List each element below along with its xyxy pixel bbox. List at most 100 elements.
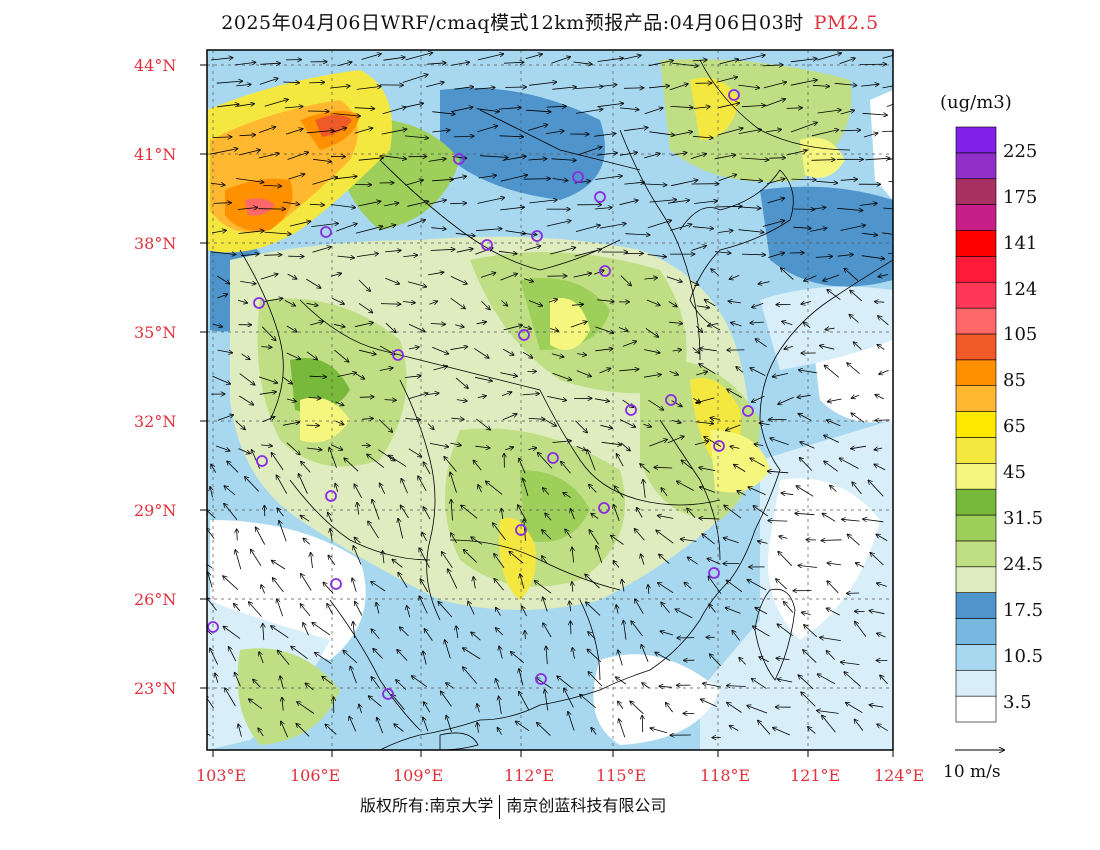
legend-label: 85 xyxy=(1003,370,1026,391)
wind-arrow xyxy=(591,514,599,519)
wind-arrow xyxy=(702,534,715,545)
wind-arrow xyxy=(572,582,573,592)
wind-arrow xyxy=(337,256,355,258)
wind-arrow xyxy=(323,583,334,594)
wind-arrow xyxy=(755,339,767,348)
wind-arrow xyxy=(343,651,358,664)
wind-arrow xyxy=(648,585,649,594)
wind-arrow xyxy=(476,322,487,324)
wind-arrow xyxy=(349,717,357,732)
wind-arrow xyxy=(765,99,786,107)
wind-arrow xyxy=(430,324,445,325)
wind-arrow xyxy=(616,605,618,614)
lat-label: 44°N xyxy=(134,56,177,75)
wind-arrow xyxy=(258,127,275,133)
wind-arrow xyxy=(877,633,886,638)
wind-arrow xyxy=(753,626,770,637)
wind-arrow xyxy=(631,621,643,637)
wind-arrow xyxy=(428,159,446,162)
wind-arrow xyxy=(281,722,288,738)
wind-arrow xyxy=(861,255,885,259)
wind-arrow xyxy=(239,395,253,405)
wind-arrow xyxy=(649,439,667,447)
wind-arrow xyxy=(450,176,466,180)
wind-arrow xyxy=(793,227,811,228)
wind-arrow xyxy=(797,395,811,397)
wind-arrow xyxy=(210,649,218,665)
wind-arrow xyxy=(661,602,670,614)
wind-arrow xyxy=(259,78,278,85)
wind-arrow xyxy=(354,108,375,109)
wind-arrow xyxy=(450,443,461,445)
wind-arrow xyxy=(878,316,889,326)
wind-reference-label: 10 m/s xyxy=(943,762,1001,782)
lat-label: 41°N xyxy=(134,145,177,164)
wind-arrow xyxy=(824,461,838,472)
wind-arrow xyxy=(888,181,893,183)
legend-label: 124 xyxy=(1003,279,1038,300)
wind-arrow xyxy=(305,683,314,691)
wind-arrow xyxy=(282,698,283,711)
wind-arrow xyxy=(684,583,692,589)
wind-arrow xyxy=(732,631,740,641)
wind-arrow xyxy=(502,156,526,161)
wind-arrow xyxy=(499,697,502,715)
wind-arrow xyxy=(392,695,405,710)
colorbar-segment xyxy=(955,540,997,568)
wind-arrow xyxy=(656,530,674,544)
wind-arrow xyxy=(500,207,524,211)
wind-arrow xyxy=(846,703,863,714)
wind-arrow xyxy=(863,519,884,523)
wind-arrow xyxy=(451,418,464,419)
wind-arrow xyxy=(453,136,474,137)
wind-arrow xyxy=(726,608,741,614)
wind-arrow xyxy=(331,297,344,304)
wind-arrow xyxy=(778,552,793,567)
legend-unit: (ug/m3) xyxy=(940,92,1012,113)
wind-arrow xyxy=(456,626,458,639)
wind-arrow xyxy=(249,602,262,617)
wind-arrow xyxy=(373,649,383,659)
wind-arrow xyxy=(573,62,592,64)
wind-arrow xyxy=(877,724,888,732)
wind-arrow xyxy=(699,468,716,471)
wind-arrow xyxy=(473,461,482,471)
wind-arrow xyxy=(288,174,304,180)
wind-arrow xyxy=(778,679,793,683)
wind-arrow xyxy=(355,226,383,234)
wind-arrow xyxy=(545,420,556,426)
wind-arrow xyxy=(456,400,467,402)
wind-arrow xyxy=(475,446,489,448)
wind-arrow xyxy=(649,86,669,88)
wind-arrow xyxy=(768,521,788,522)
wind-arrow xyxy=(500,372,517,377)
wind-arrow xyxy=(714,155,736,160)
wind-arrow xyxy=(587,450,596,471)
wind-arrow xyxy=(354,372,365,379)
wind-arrow xyxy=(525,631,526,640)
wind-arrow xyxy=(597,58,624,62)
wind-arrow xyxy=(376,603,379,614)
field-yellow-ne2 xyxy=(800,137,845,178)
wind-arrow xyxy=(694,441,709,446)
wind-arrow xyxy=(847,363,860,375)
wind-arrow xyxy=(570,322,587,328)
wind-arrow xyxy=(286,325,297,332)
wind-arrow xyxy=(580,695,596,709)
wind-arrow xyxy=(464,550,477,563)
city-marker xyxy=(453,153,465,165)
wind-arrow xyxy=(402,302,415,303)
wind-arrow xyxy=(280,676,284,690)
wind-arrow xyxy=(625,234,649,235)
city-marker xyxy=(572,171,584,183)
wind-arrow xyxy=(762,221,785,227)
wind-arrow xyxy=(423,507,431,520)
wind-arrow xyxy=(377,718,384,734)
wind-arrow xyxy=(227,461,239,473)
wind-arrow xyxy=(650,728,668,734)
wind-arrow xyxy=(245,477,259,492)
city-marker xyxy=(392,349,404,361)
wind-arrow xyxy=(710,418,721,420)
wind-arrow xyxy=(207,598,217,611)
wind-arrow xyxy=(450,347,467,351)
